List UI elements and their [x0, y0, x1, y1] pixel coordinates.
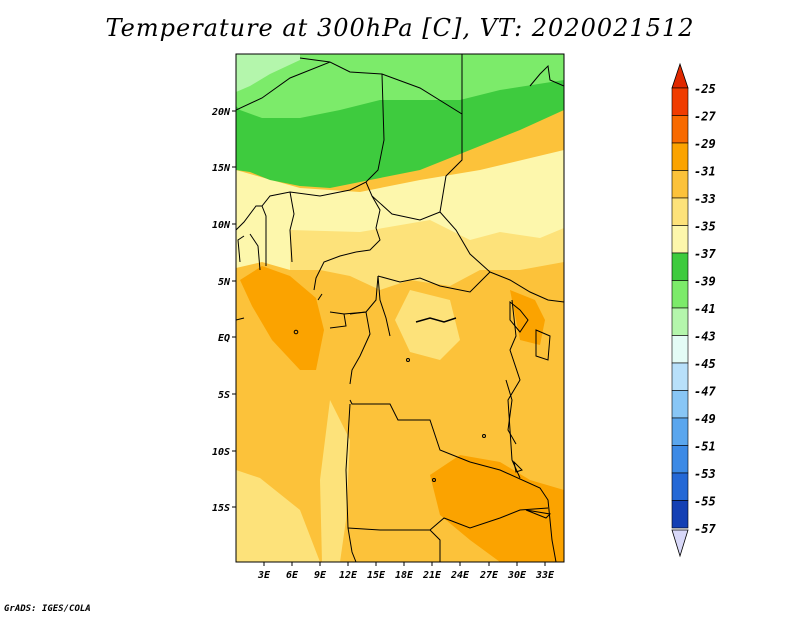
- legend-label: -37: [694, 247, 716, 261]
- lat-label-eq: EQ: [218, 333, 230, 344]
- lon-label-9e: 9E: [314, 570, 327, 581]
- legend-swatch: [671, 500, 689, 529]
- lat-label-15n: 15N: [212, 163, 231, 174]
- country-borders: [236, 54, 564, 562]
- lon-label-15e: 15E: [367, 570, 386, 581]
- band-39-41: [236, 54, 300, 92]
- legend-arrow-top: [671, 62, 689, 89]
- legend-label: -47: [694, 385, 716, 399]
- legend-label: -29: [694, 137, 716, 151]
- legend-label: -33: [694, 192, 716, 206]
- legend-label: -41: [694, 302, 716, 316]
- lat-axis: 20N 15N 10N 5N EQ 5S 10S 15S: [211, 107, 236, 514]
- band-31-33: [290, 220, 564, 290]
- map-frame: [235, 53, 565, 563]
- lon-label-27e: 27E: [479, 570, 499, 581]
- lat-label-5s: 5S: [218, 390, 230, 401]
- lon-label-33e: 33E: [535, 570, 555, 581]
- legend-swatch: [671, 252, 689, 281]
- lon-label-3e: 3E: [257, 570, 271, 581]
- legend-swatch: [671, 280, 689, 309]
- lon-label-24e: 24E: [450, 570, 470, 581]
- lon-label-18e: 18E: [395, 570, 414, 581]
- legend-label: -25: [694, 82, 716, 96]
- chart-title: Temperature at 300hPa [C], VT: 202002151…: [105, 14, 695, 42]
- legend-label: -45: [694, 357, 716, 371]
- lat-label-10s: 10S: [212, 447, 230, 458]
- lake-marks: [293, 317, 486, 482]
- legend-label: -53: [694, 467, 716, 481]
- legend-label: -51: [694, 440, 716, 454]
- legend-label: -55: [694, 495, 716, 509]
- legend-swatch: [671, 170, 689, 199]
- legend-swatch: [671, 417, 689, 446]
- lon-label-12e: 12E: [339, 570, 358, 581]
- band-27-29-south: [430, 455, 564, 562]
- legend-label: -43: [694, 330, 716, 344]
- legend-swatch: [671, 445, 689, 474]
- legend-label: -49: [694, 412, 716, 426]
- lon-label-21e: 21E: [422, 570, 442, 581]
- legend-swatch: [671, 225, 689, 254]
- credit-label: GrADS: IGES/COLA: [4, 604, 91, 614]
- legend-swatch: [671, 115, 689, 144]
- legend-swatch: [671, 362, 689, 391]
- legend-label: -57: [694, 522, 716, 536]
- lon-axis: 3E 6E 9E 12E 15E 18E 21E 24E 27E 30E 33E: [257, 562, 555, 581]
- lat-label-10n: 10N: [212, 220, 231, 231]
- legend-label: -39: [694, 275, 716, 289]
- lat-label-20n: 20N: [211, 107, 231, 118]
- legend-swatch: [671, 87, 689, 116]
- temperature-field: [236, 54, 564, 562]
- lon-label-6e: 6E: [286, 570, 299, 581]
- lat-label-15s: 15S: [212, 503, 230, 514]
- legend-label: -35: [694, 220, 716, 234]
- legend-swatch: [671, 197, 689, 226]
- lat-label-5n: 5N: [218, 277, 231, 288]
- legend-swatch: [671, 390, 689, 419]
- legend-swatch: [671, 307, 689, 336]
- legend-label: -27: [694, 110, 716, 124]
- color-legend: -25 -27 -29 -31 -33 -35 -37 -39 -41 -43 -45 -47 -49 -…: [671, 62, 716, 558]
- band-27-29-west: [240, 266, 324, 370]
- legend-swatch: [671, 142, 689, 171]
- lon-label-30e: 30E: [507, 570, 527, 581]
- legend-label: -31: [694, 165, 716, 179]
- band-37-39: [236, 54, 564, 118]
- legend-arrow-bottom: [671, 529, 689, 558]
- legend-swatch: [671, 335, 689, 364]
- legend-swatch: [671, 472, 689, 501]
